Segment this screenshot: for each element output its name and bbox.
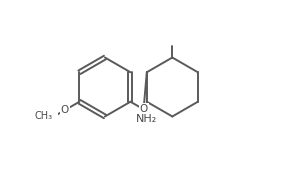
Text: O: O xyxy=(139,104,148,114)
Text: NH₂: NH₂ xyxy=(136,114,157,124)
Text: CH₃: CH₃ xyxy=(35,111,53,121)
Text: O: O xyxy=(61,105,69,115)
